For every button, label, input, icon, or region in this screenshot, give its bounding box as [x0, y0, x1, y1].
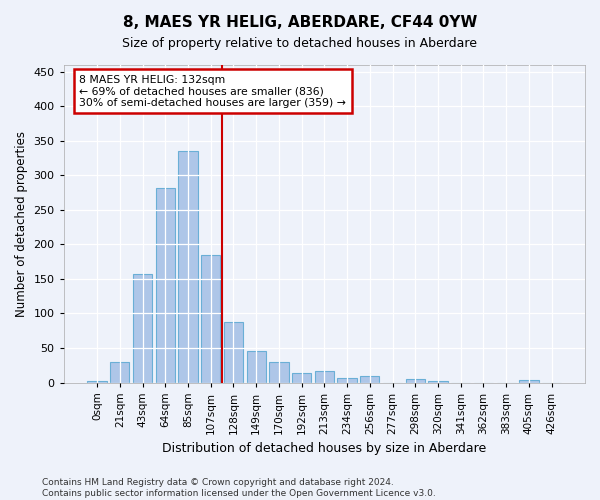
Bar — [337, 378, 357, 382]
Bar — [314, 371, 334, 382]
Bar — [110, 362, 130, 382]
Bar — [201, 255, 220, 382]
Bar — [292, 373, 311, 382]
Text: Contains HM Land Registry data © Crown copyright and database right 2024.
Contai: Contains HM Land Registry data © Crown c… — [42, 478, 436, 498]
Text: 8 MAES YR HELIG: 132sqm
← 69% of detached houses are smaller (836)
30% of semi-d: 8 MAES YR HELIG: 132sqm ← 69% of detache… — [79, 74, 346, 108]
Text: 8, MAES YR HELIG, ABERDARE, CF44 0YW: 8, MAES YR HELIG, ABERDARE, CF44 0YW — [123, 15, 477, 30]
Y-axis label: Number of detached properties: Number of detached properties — [15, 131, 28, 317]
Text: Size of property relative to detached houses in Aberdare: Size of property relative to detached ho… — [122, 38, 478, 51]
Bar — [88, 381, 107, 382]
Bar — [155, 188, 175, 382]
Bar — [269, 362, 289, 382]
Bar — [519, 380, 539, 382]
Bar — [224, 322, 243, 382]
X-axis label: Distribution of detached houses by size in Aberdare: Distribution of detached houses by size … — [162, 442, 487, 455]
Bar — [178, 152, 197, 382]
Bar — [133, 274, 152, 382]
Bar — [360, 376, 379, 382]
Bar — [247, 351, 266, 382]
Bar — [406, 379, 425, 382]
Bar — [428, 381, 448, 382]
